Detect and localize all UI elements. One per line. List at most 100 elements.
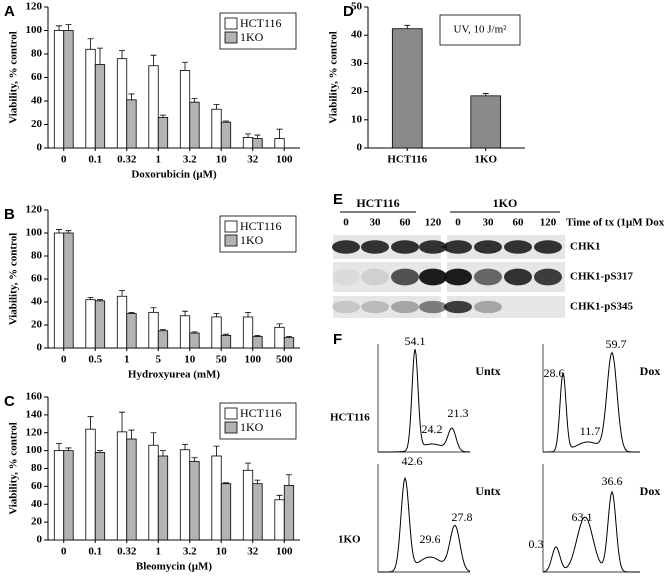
panel-letter: A (4, 3, 15, 20)
x-tick-label: 0.1 (88, 546, 102, 558)
y-tick-label: 100 (26, 24, 43, 36)
y-tick-label: 20 (351, 85, 363, 97)
x-tick-label: HCT116 (387, 154, 427, 166)
bar (470, 95, 502, 149)
error-bar (276, 128, 283, 139)
blot-band (419, 300, 447, 314)
error-bar (482, 93, 489, 96)
peak-label: 42.6 (402, 454, 423, 468)
x-axis-label: Bleomycin (μM) (136, 561, 213, 573)
error-bar (254, 134, 261, 139)
peak-label: 24.2 (422, 422, 443, 436)
peak-label: 29.6 (420, 532, 441, 546)
row-label: CHK1-pS317 (570, 271, 633, 283)
y-tick-label: 0 (37, 342, 43, 354)
bar (94, 452, 106, 541)
bar (53, 30, 65, 149)
error-bar (245, 133, 252, 138)
plot-frame (377, 344, 470, 453)
bar (252, 138, 263, 149)
y-tick-label: 120 (26, 204, 43, 216)
bar (242, 316, 254, 349)
error-bar (159, 114, 166, 118)
histogram (378, 476, 471, 573)
annotation: UV, 10 J/m² (454, 24, 508, 36)
x-tick-label: 3.2 (183, 546, 197, 558)
error-bar (191, 457, 198, 462)
histogram (378, 349, 470, 453)
bar (53, 450, 65, 541)
bar (126, 438, 137, 541)
error-bar (96, 299, 103, 301)
error-bar (119, 290, 126, 297)
peak-label: 27.8 (452, 510, 473, 524)
legend-swatch (224, 421, 238, 434)
y-tick-label: 0 (37, 142, 43, 154)
row-label: CHK1 (570, 241, 601, 253)
error-bar (213, 445, 220, 456)
bar (157, 330, 169, 349)
error-bar (182, 61, 189, 71)
y-tick-label: 140 (26, 408, 43, 420)
x-tick-label: 10 (216, 154, 228, 166)
panel-letter: F (333, 331, 342, 348)
legend-label: HCT116 (240, 16, 282, 30)
y-tick-label: 60 (31, 273, 43, 285)
error-bar (213, 313, 220, 317)
error-bar (119, 50, 126, 59)
bar (220, 334, 232, 349)
bar (94, 64, 106, 149)
legend-label: HCT116 (240, 219, 282, 233)
blot-band (474, 300, 502, 314)
bar (252, 483, 263, 541)
bar (242, 469, 254, 541)
x-tick-label: 3.2 (183, 154, 197, 166)
blot-band (361, 300, 389, 314)
error-bar (150, 54, 157, 66)
peak-label: 36.6 (602, 474, 623, 488)
bar (148, 65, 159, 149)
row-label: 1KO (338, 534, 361, 546)
row-label: CHK1-pS345 (570, 301, 633, 313)
error-bar (150, 307, 157, 313)
panel-letter: C (4, 393, 15, 410)
x-axis-label: Hydroxyurea (mM) (128, 369, 220, 381)
blot-band (534, 268, 562, 286)
error-bar (276, 323, 283, 328)
y-axis-label: Viability, % control (328, 31, 340, 124)
blot-strip (333, 296, 441, 318)
x-tick-label: 32 (247, 546, 259, 558)
group-label: 1KO (493, 196, 518, 210)
x-tick-label: 0.32 (117, 154, 137, 166)
blot-band (444, 300, 472, 314)
bar (85, 48, 96, 149)
bar (274, 499, 285, 541)
bar (211, 455, 222, 541)
x-tick-label: 500 (276, 354, 293, 366)
row-label: HCT116 (330, 412, 370, 424)
bar (283, 337, 295, 349)
legend-swatch (224, 234, 238, 247)
time-label: Time of tx (1μM Dox) (566, 217, 664, 229)
bar (126, 99, 137, 149)
bar (179, 70, 191, 149)
error-bar (128, 311, 135, 314)
x-tick-label: 0 (61, 354, 67, 366)
peak-label: 21.3 (448, 406, 469, 420)
error-bar (182, 310, 189, 316)
bar (211, 316, 222, 349)
error-bar (276, 494, 283, 500)
y-tick-label: 20 (31, 319, 43, 331)
error-bar (254, 479, 261, 484)
error-bar (119, 411, 126, 432)
lane-label: 120 (425, 217, 442, 229)
peak-label: 63.1 (572, 510, 593, 524)
blot-band (332, 268, 360, 286)
error-bar (285, 336, 292, 338)
y-axis-label: Viability, % control (8, 31, 20, 124)
y-tick-label: 40 (31, 498, 43, 510)
legend-label: 1KO (240, 233, 264, 247)
bar (189, 332, 200, 349)
bar (179, 449, 191, 541)
blot-band (332, 300, 360, 314)
